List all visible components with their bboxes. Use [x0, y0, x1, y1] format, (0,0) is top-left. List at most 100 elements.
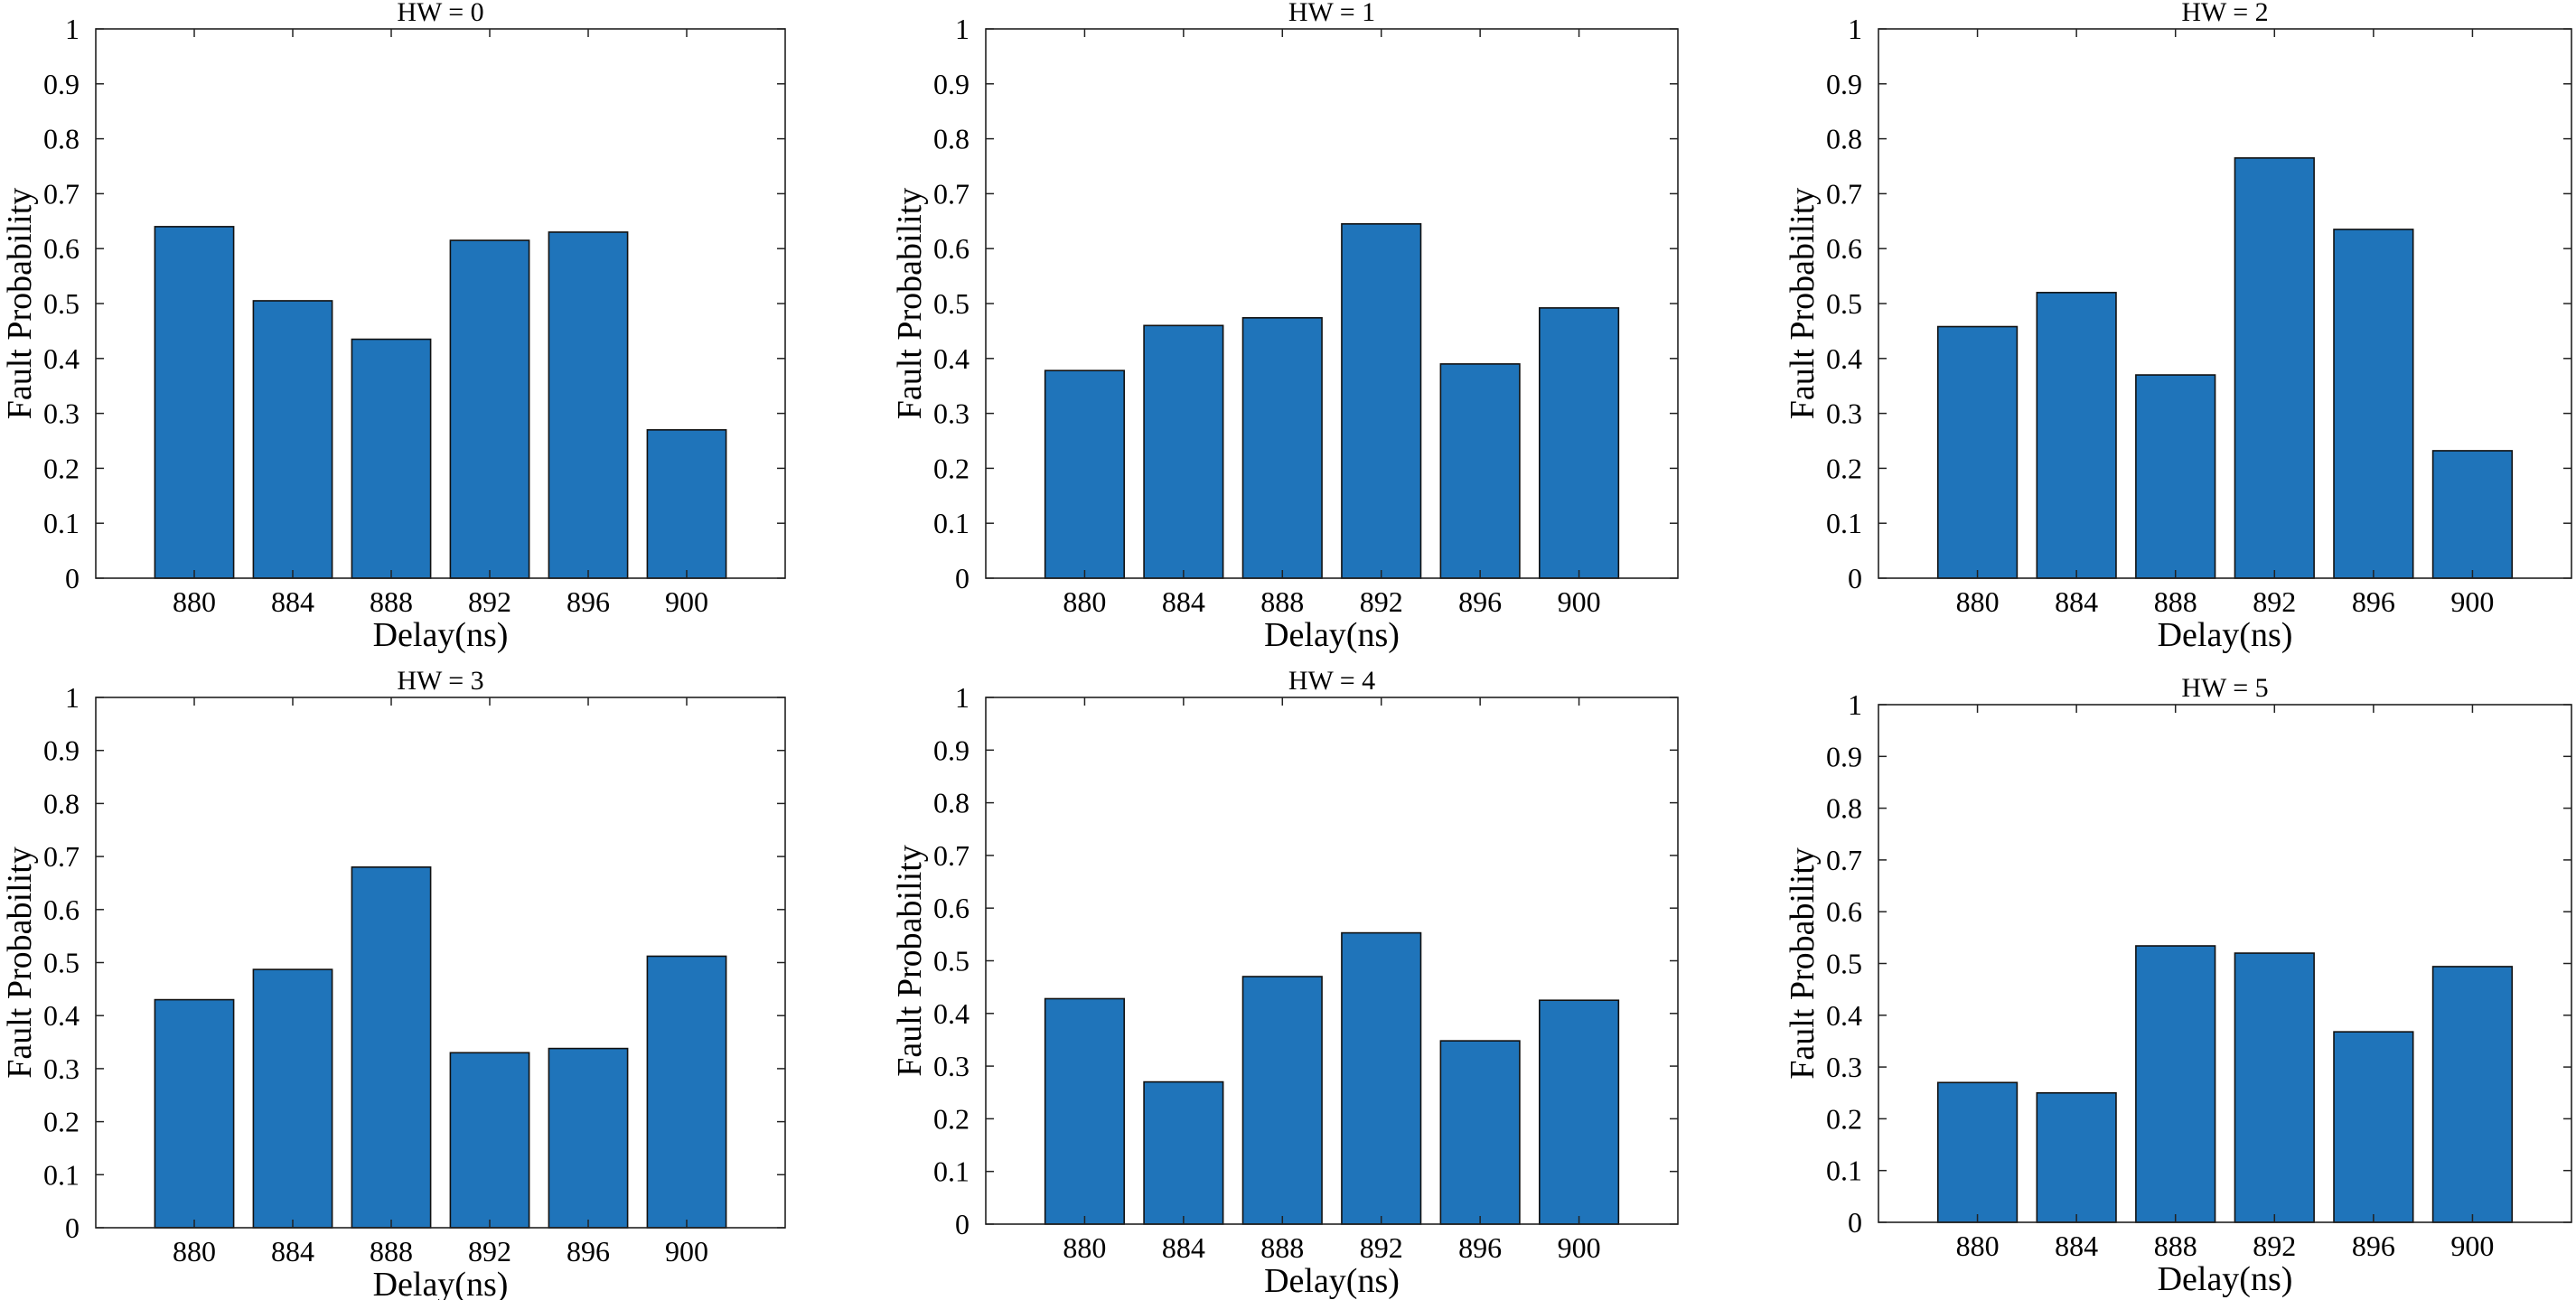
- x-tick-label: 884: [2055, 585, 2098, 618]
- y-tick-label: 0.3: [1826, 1051, 1862, 1083]
- x-tick-label: 900: [665, 585, 708, 618]
- bar-900: [1539, 307, 1620, 579]
- bar-888: [351, 866, 432, 1229]
- y-tick-label: 0.7: [43, 840, 80, 873]
- subplot-title: HW = 0: [397, 0, 483, 27]
- y-tick-label: 0.5: [43, 947, 80, 979]
- subplot-hw-4: 0 0.1 0.2 0.3 0.4 0.5 0.6 0.7 0.8 0.9 1 880 884 888 89…: [891, 666, 1679, 1300]
- x-tick-label: 892: [1360, 1231, 1403, 1264]
- y-tick-label: 1: [65, 13, 80, 45]
- y-tick-label: 1: [1848, 13, 1862, 45]
- x-tick-label: 900: [665, 1235, 708, 1267]
- y-tick-label: 0.4: [933, 997, 970, 1030]
- x-tick-label: 884: [1162, 1231, 1205, 1264]
- y-tick-label: 0.6: [43, 893, 80, 926]
- x-tick-label: 880: [173, 1235, 216, 1267]
- x-tick-label: 892: [468, 585, 511, 618]
- bar-880: [1936, 325, 2019, 579]
- y-tick-label: 0.2: [1826, 452, 1862, 484]
- x-tick-label: 888: [2154, 1230, 2197, 1262]
- y-tick-label: 0.2: [1826, 1102, 1862, 1135]
- y-tick-label: 0.3: [43, 1052, 80, 1085]
- x-tick-label: 896: [567, 585, 610, 618]
- x-tick-label: 880: [173, 585, 216, 618]
- y-axis-label: Fault Probability: [1784, 847, 1822, 1080]
- x-tick-label: 900: [1558, 1231, 1601, 1264]
- subplot-title: HW = 1: [1288, 0, 1375, 27]
- y-tick-label: 0.8: [1826, 123, 1862, 155]
- y-axis-label: Fault Probability: [1, 846, 39, 1079]
- y-tick-label: 0.4: [1826, 999, 1862, 1032]
- y-axis-label: Fault Probability: [1784, 188, 1822, 420]
- bar-884: [2036, 1091, 2117, 1223]
- x-tick-label: 892: [2253, 1230, 2296, 1262]
- y-tick-label: 0.9: [43, 68, 80, 100]
- bar-888: [351, 338, 432, 579]
- bar-900: [2431, 966, 2514, 1223]
- subplot-title: HW = 3: [397, 666, 483, 696]
- bar-884: [2036, 292, 2117, 579]
- bar-900: [646, 955, 727, 1229]
- y-tick-label: 0.1: [43, 507, 80, 539]
- y-tick-label: 1: [65, 681, 80, 714]
- bar-892: [2234, 157, 2315, 579]
- y-tick-label: 0.2: [933, 452, 970, 484]
- x-axis-label: Delay(ns): [2158, 1260, 2293, 1298]
- y-tick-label: 0.6: [933, 232, 970, 265]
- y-tick-label: 0.7: [1826, 177, 1862, 210]
- bar-892: [1341, 931, 1422, 1225]
- y-tick-label: 0.8: [43, 787, 80, 819]
- subplot-hw-5: 0 0.1 0.2 0.3 0.4 0.5 0.6 0.7 0.8 0.9 1 880 884 888 89…: [1784, 673, 2572, 1298]
- bar-892: [1341, 223, 1422, 579]
- y-tick-label: 0.7: [43, 177, 80, 210]
- x-tick-label: 884: [1162, 585, 1205, 618]
- subplot-hw-0: 0 0.1 0.2 0.3 0.4 0.5 0.6 0.7 0.8 0.9 1 880 884 888 89…: [1, 0, 786, 654]
- y-tick-label: 0: [955, 1208, 970, 1240]
- y-tick-label: 0.6: [43, 232, 80, 265]
- x-tick-label: 880: [1063, 1231, 1106, 1264]
- y-tick-label: 0.1: [43, 1158, 80, 1191]
- x-tick-label: 888: [370, 585, 413, 618]
- bar-880: [1044, 997, 1126, 1225]
- x-tick-label: 896: [1458, 585, 1502, 618]
- y-tick-label: 0.1: [1826, 1155, 1862, 1187]
- y-tick-label: 0.6: [933, 892, 970, 924]
- y-tick-label: 0.8: [1826, 792, 1862, 825]
- bar-884: [1143, 324, 1224, 579]
- bar-884: [252, 300, 333, 579]
- y-tick-label: 0.4: [1826, 342, 1862, 375]
- x-tick-label: 888: [370, 1235, 413, 1267]
- bar-900: [646, 429, 727, 579]
- y-tick-label: 0: [1848, 562, 1862, 594]
- y-tick-label: 0.6: [1826, 895, 1862, 928]
- x-tick-label: 900: [2450, 585, 2494, 618]
- y-tick-label: 0.9: [933, 68, 970, 100]
- bar-888: [1241, 976, 1323, 1225]
- bar-896: [1439, 1040, 1521, 1225]
- x-tick-label: 892: [468, 1235, 511, 1267]
- x-tick-label: 884: [271, 1235, 314, 1267]
- y-tick-label: 0.5: [933, 945, 970, 977]
- bar-896: [548, 231, 629, 579]
- bar-892: [449, 239, 530, 579]
- x-axis-label: Delay(ns): [2158, 616, 2293, 654]
- bar-896: [2333, 1031, 2414, 1223]
- subplot-hw-1: 0 0.1 0.2 0.3 0.4 0.5 0.6 0.7 0.8 0.9 1 880 884 888 89…: [891, 0, 1679, 654]
- y-tick-label: 0.7: [933, 839, 970, 872]
- x-tick-label: 888: [2154, 585, 2197, 618]
- y-tick-label: 0.5: [43, 287, 80, 320]
- x-tick-label: 880: [1956, 1230, 2000, 1262]
- bar-880: [154, 226, 235, 579]
- y-tick-label: 0: [65, 562, 80, 594]
- y-tick-label: 0.1: [1826, 507, 1862, 539]
- bar-880: [154, 998, 235, 1229]
- x-tick-label: 888: [1260, 585, 1304, 618]
- y-tick-label: 0.6: [1826, 232, 1862, 265]
- y-tick-label: 0.3: [933, 1050, 970, 1082]
- y-tick-label: 0.2: [43, 1106, 80, 1138]
- y-tick-label: 0: [1848, 1206, 1862, 1239]
- subplot-hw-3: 0 0.1 0.2 0.3 0.4 0.5 0.6 0.7 0.8 0.9 1 880 884 888 89…: [1, 666, 786, 1300]
- bar-888: [1241, 317, 1323, 579]
- x-tick-label: 884: [2055, 1230, 2098, 1262]
